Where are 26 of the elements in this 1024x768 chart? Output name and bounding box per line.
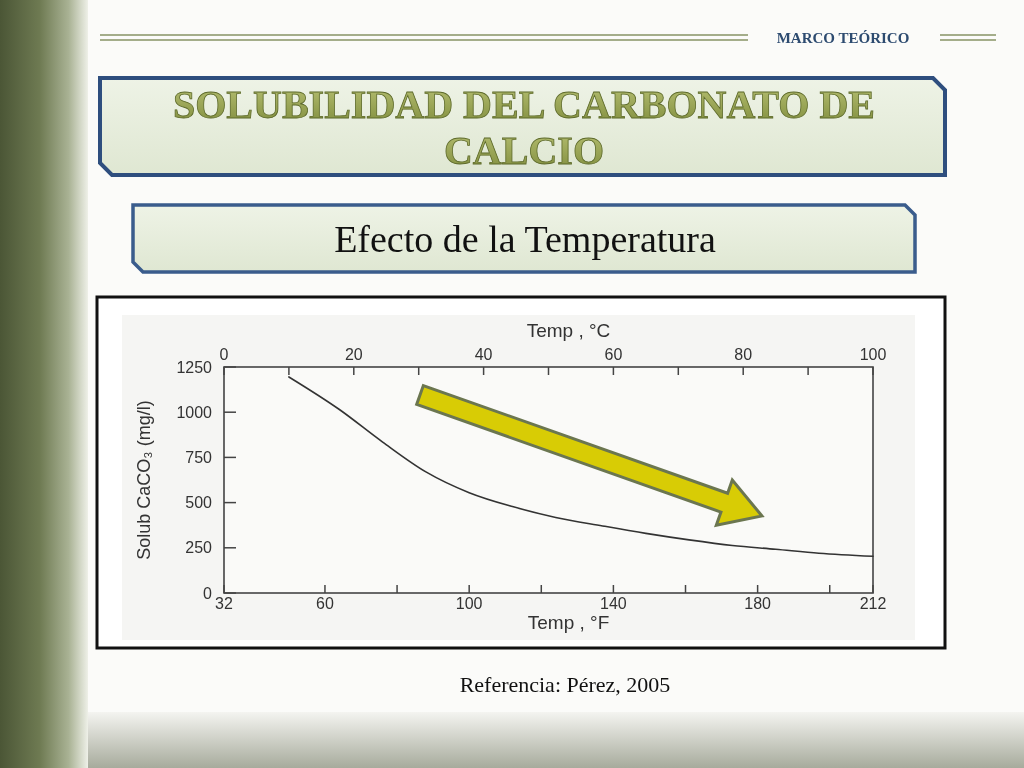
x2-tick-label: 80 <box>734 346 753 363</box>
text: Referencia: Pérez, 2005 <box>459 672 671 697</box>
y-tick-label: 1250 <box>176 358 213 376</box>
y-tick-label: 0 <box>203 584 213 602</box>
x2-tick-label: 40 <box>474 346 493 363</box>
chart-title: SOLUBILIDAD DEL CARBONATO DE CALCIO <box>172 81 876 173</box>
chart-subtitle: Efecto de la Temperatura <box>334 218 716 260</box>
y-axis-title: Solub CaCO₃ (mg/l) <box>134 400 154 560</box>
y-tick-label: 250 <box>185 539 213 557</box>
x-axis-title: Temp , °F <box>527 612 610 633</box>
x2-axis-title: Temp , °C <box>526 320 611 341</box>
x2-tick-label: 100 <box>859 346 887 363</box>
x-tick-label: 100 <box>455 595 483 612</box>
x-tick-label: 140 <box>600 595 627 612</box>
y-tick-label: 1000 <box>176 403 213 421</box>
x-tick-label: 60 <box>316 595 334 612</box>
y-tick-label: 500 <box>185 494 213 512</box>
x2-tick-label: 0 <box>219 346 229 363</box>
x2-tick-label: 60 <box>604 346 623 363</box>
y-tick-label: 750 <box>185 449 213 466</box>
x-tick-label: 32 <box>215 595 233 612</box>
x-tick-label: 212 <box>859 595 887 612</box>
text: MARCO TEÓRICO <box>776 30 910 46</box>
line-series <box>288 376 874 558</box>
x2-tick-label: 20 <box>344 346 363 363</box>
x-tick-label: 180 <box>744 595 772 612</box>
